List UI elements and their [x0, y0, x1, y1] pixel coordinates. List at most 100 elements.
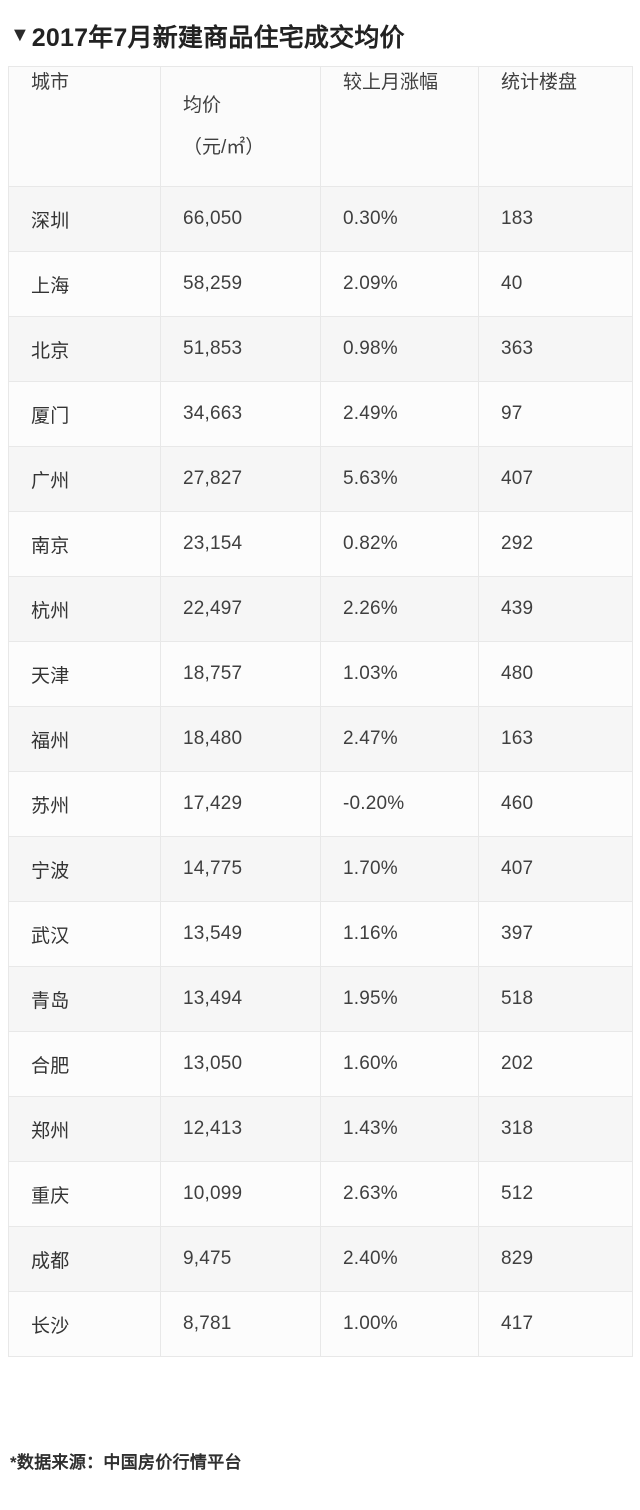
cell-price: 12,413 [160, 1096, 321, 1162]
cell-count: 518 [478, 966, 633, 1032]
cell-city: 合肥 [8, 1031, 161, 1097]
column-header-price-label: 均价 [183, 94, 222, 116]
table-row: 重庆 10,099 2.63% 512 [8, 1161, 633, 1227]
cell-change: 1.60% [320, 1031, 479, 1097]
cell-count: 407 [478, 446, 633, 512]
table-body: 深圳 66,050 0.30% 183 上海 58,259 2.09% 40 北京 51,853 0… [8, 186, 633, 1357]
cell-price: 23,154 [160, 511, 321, 577]
table-row: 上海 58,259 2.09% 40 [8, 251, 633, 317]
table-header: 城市 均价 （元/㎡） 较上月涨幅 统计楼盘 [8, 66, 633, 187]
cell-price: 34,663 [160, 381, 321, 447]
cell-count: 407 [478, 836, 633, 902]
table-row: 杭州 22,497 2.26% 439 [8, 576, 633, 642]
table-row: 长沙 8,781 1.00% 417 [8, 1291, 633, 1357]
cell-price: 13,494 [160, 966, 321, 1032]
page-title: ▼ 2017年7月新建商品住宅成交均价 [10, 19, 405, 53]
cell-count: 829 [478, 1226, 633, 1292]
cell-change: 2.09% [320, 251, 479, 317]
cell-change: 1.95% [320, 966, 479, 1032]
cell-price: 13,549 [160, 901, 321, 967]
cell-count: 163 [478, 706, 633, 772]
cell-change: 0.98% [320, 316, 479, 382]
cell-count: 292 [478, 511, 633, 577]
table-row: 合肥 13,050 1.60% 202 [8, 1031, 633, 1097]
table-row: 郑州 12,413 1.43% 318 [8, 1096, 633, 1162]
cell-price: 13,050 [160, 1031, 321, 1097]
cell-count: 363 [478, 316, 633, 382]
table-row: 厦门 34,663 2.49% 97 [8, 381, 633, 447]
table-row: 南京 23,154 0.82% 292 [8, 511, 633, 577]
cell-city: 长沙 [8, 1291, 161, 1357]
triangle-down-icon: ▼ [10, 24, 30, 46]
page-title-text: 2017年7月新建商品住宅成交均价 [31, 24, 405, 52]
cell-count: 318 [478, 1096, 633, 1162]
cell-city: 武汉 [8, 901, 161, 967]
cell-change: 1.70% [320, 836, 479, 902]
cell-change: 1.16% [320, 901, 479, 967]
cell-count: 202 [478, 1031, 633, 1097]
cell-count: 40 [478, 251, 633, 317]
cell-change: 2.63% [320, 1161, 479, 1227]
cell-change: 1.43% [320, 1096, 479, 1162]
cell-change: 1.03% [320, 641, 479, 707]
table-header-row: 城市 均价 （元/㎡） 较上月涨幅 统计楼盘 [8, 66, 633, 187]
cell-change: -0.20% [320, 771, 479, 837]
cell-city: 厦门 [8, 381, 161, 447]
price-table: 城市 均价 （元/㎡） 较上月涨幅 统计楼盘 深圳 66,050 0.30% 183 上… [8, 66, 633, 1357]
cell-count: 512 [478, 1161, 633, 1227]
table-row: 天津 18,757 1.03% 480 [8, 641, 633, 707]
table-row: 福州 18,480 2.47% 163 [8, 706, 633, 772]
column-header-city: 城市 [8, 66, 161, 187]
cell-price: 27,827 [160, 446, 321, 512]
table-row: 青岛 13,494 1.95% 518 [8, 966, 633, 1032]
data-source-footnote: *数据来源：中国房价行情平台 [10, 1453, 242, 1472]
cell-change: 1.00% [320, 1291, 479, 1357]
cell-price: 51,853 [160, 316, 321, 382]
table-row: 苏州 17,429 -0.20% 460 [8, 771, 633, 837]
cell-count: 480 [478, 641, 633, 707]
cell-city: 重庆 [8, 1161, 161, 1227]
table-row: 北京 51,853 0.98% 363 [8, 316, 633, 382]
cell-city: 北京 [8, 316, 161, 382]
cell-change: 0.30% [320, 186, 479, 252]
column-header-city-label: 城市 [31, 72, 70, 93]
cell-city: 宁波 [8, 836, 161, 902]
cell-city: 苏州 [8, 771, 161, 837]
cell-city: 上海 [8, 251, 161, 317]
table-row: 广州 27,827 5.63% 407 [8, 446, 633, 512]
column-header-count: 统计楼盘 [478, 66, 633, 187]
cell-change: 2.26% [320, 576, 479, 642]
cell-count: 439 [478, 576, 633, 642]
cell-price: 18,480 [160, 706, 321, 772]
column-header-change: 较上月涨幅 [320, 66, 479, 187]
cell-city: 郑州 [8, 1096, 161, 1162]
cell-price: 8,781 [160, 1291, 321, 1357]
cell-price: 10,099 [160, 1161, 321, 1227]
column-header-count-label: 统计楼盘 [501, 72, 578, 93]
cell-price: 9,475 [160, 1226, 321, 1292]
cell-change: 2.47% [320, 706, 479, 772]
cell-count: 460 [478, 771, 633, 837]
price-table-container: 城市 均价 （元/㎡） 较上月涨幅 统计楼盘 深圳 66,050 0.30% 183 上… [8, 66, 633, 1357]
cell-price: 14,775 [160, 836, 321, 902]
cell-city: 南京 [8, 511, 161, 577]
cell-change: 0.82% [320, 511, 479, 577]
cell-count: 97 [478, 381, 633, 447]
cell-price: 22,497 [160, 576, 321, 642]
cell-city: 杭州 [8, 576, 161, 642]
cell-price: 66,050 [160, 186, 321, 252]
column-header-change-label: 较上月涨幅 [343, 72, 439, 93]
cell-change: 5.63% [320, 446, 479, 512]
cell-city: 青岛 [8, 966, 161, 1032]
cell-price: 18,757 [160, 641, 321, 707]
table-row: 宁波 14,775 1.70% 407 [8, 836, 633, 902]
cell-city: 福州 [8, 706, 161, 772]
table-row: 成都 9,475 2.40% 829 [8, 1226, 633, 1292]
cell-change: 2.40% [320, 1226, 479, 1292]
cell-price: 58,259 [160, 251, 321, 317]
cell-count: 183 [478, 186, 633, 252]
cell-city: 天津 [8, 641, 161, 707]
column-header-price-unit: （元/㎡） [183, 136, 265, 158]
cell-change: 2.49% [320, 381, 479, 447]
